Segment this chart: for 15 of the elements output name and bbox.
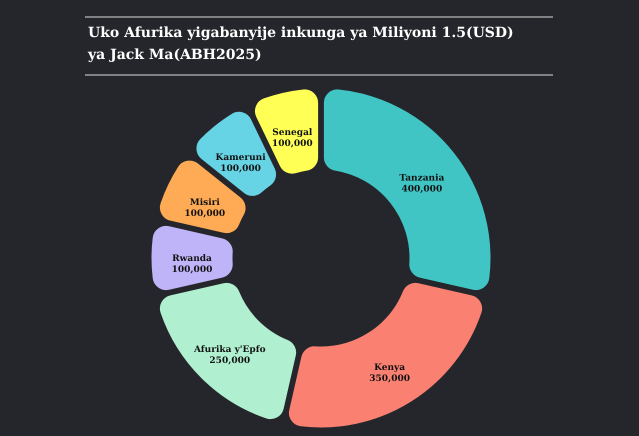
slice-label: Kenya bbox=[374, 363, 406, 374]
slice-label: Kameruni bbox=[215, 153, 266, 164]
data-label: 400,000 bbox=[401, 184, 442, 195]
data-label: 350,000 bbox=[369, 374, 410, 384]
data-label: 100,000 bbox=[172, 265, 212, 275]
slice-label: Rwanda bbox=[172, 254, 212, 264]
data-label: 100,000 bbox=[272, 139, 313, 150]
data-label: 100,000 bbox=[220, 164, 261, 174]
data-label: 250,000 bbox=[209, 356, 250, 366]
chart-title: Uko Afurika yigabanyije inkunga ya Miliyoni 1.5(USD) ya Jack Ma(ABH2025) bbox=[87, 25, 514, 63]
slice-label: Afurika y'Epfo bbox=[192, 345, 266, 356]
data-label: 100,000 bbox=[184, 209, 226, 220]
slice-label: Senegal bbox=[272, 128, 313, 138]
slice-label: Misiri bbox=[190, 198, 220, 208]
slice-label: Tanzania bbox=[399, 174, 444, 184]
